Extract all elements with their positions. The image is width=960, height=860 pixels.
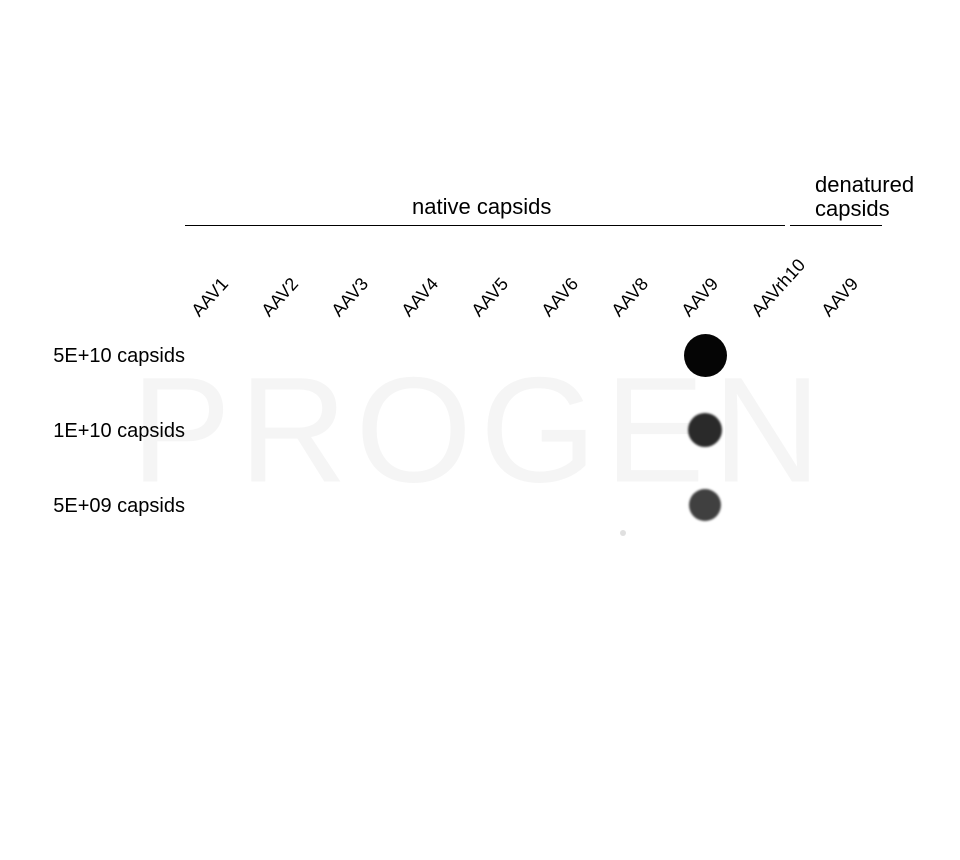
group-label-native: native capsids — [412, 194, 551, 220]
column-label: AAV8 — [607, 274, 653, 321]
column-label: AAV9 — [817, 274, 863, 321]
blot-dot — [684, 334, 727, 377]
group-label-denatured-line2: capsids — [815, 196, 890, 221]
column-label: AAV4 — [397, 274, 443, 321]
column-label: AAV2 — [257, 274, 303, 321]
row-label: 5E+10 capsids — [50, 345, 185, 368]
group-line-native — [185, 225, 785, 226]
dot-blot-figure: native capsids denatured capsids AAV1 AAV… — [0, 0, 960, 860]
blot-dot — [688, 413, 722, 447]
row-label: 5E+09 capsids — [50, 495, 185, 518]
group-line-denatured — [790, 225, 882, 226]
blot-dot — [689, 489, 721, 521]
group-label-denatured: denatured capsids — [815, 173, 914, 221]
column-label: AAV9 — [677, 274, 723, 321]
column-label: AAV1 — [187, 274, 233, 321]
column-label: AAV3 — [327, 274, 373, 321]
column-label: AAVrh10 — [747, 255, 809, 321]
group-label-denatured-line1: denatured — [815, 172, 914, 197]
column-label: AAV6 — [537, 274, 583, 321]
faint-mark — [620, 530, 626, 536]
column-label: AAV5 — [467, 274, 513, 321]
row-label: 1E+10 capsids — [50, 420, 185, 443]
